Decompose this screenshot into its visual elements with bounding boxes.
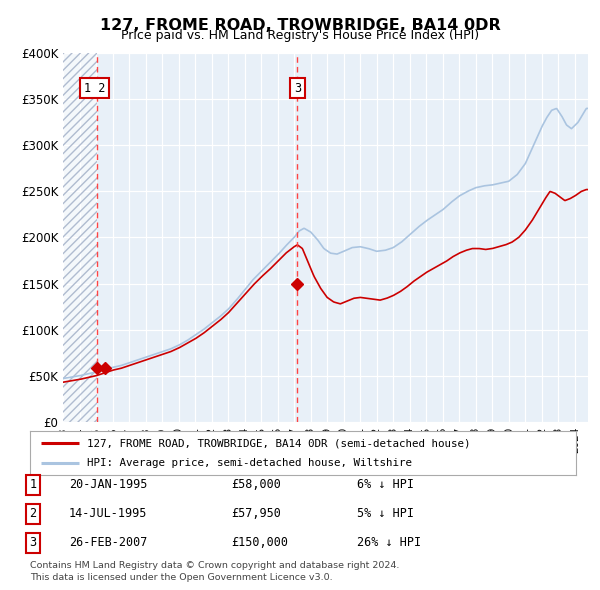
Text: 2: 2 xyxy=(29,507,37,520)
Text: 20-JAN-1995: 20-JAN-1995 xyxy=(69,478,148,491)
Text: £58,000: £58,000 xyxy=(231,478,281,491)
Bar xyxy=(63,53,97,422)
Text: 1 2: 1 2 xyxy=(84,81,105,94)
Text: £57,950: £57,950 xyxy=(231,507,281,520)
Text: 14-JUL-1995: 14-JUL-1995 xyxy=(69,507,148,520)
Text: £150,000: £150,000 xyxy=(231,536,288,549)
Bar xyxy=(63,53,97,422)
Text: 5% ↓ HPI: 5% ↓ HPI xyxy=(357,507,414,520)
Text: 3: 3 xyxy=(294,81,301,94)
Text: 3: 3 xyxy=(29,536,37,549)
Text: 26-FEB-2007: 26-FEB-2007 xyxy=(69,536,148,549)
Text: 127, FROME ROAD, TROWBRIDGE, BA14 0DR: 127, FROME ROAD, TROWBRIDGE, BA14 0DR xyxy=(100,18,500,32)
Text: Contains HM Land Registry data © Crown copyright and database right 2024.
This d: Contains HM Land Registry data © Crown c… xyxy=(30,561,400,582)
Text: 127, FROME ROAD, TROWBRIDGE, BA14 0DR (semi-detached house): 127, FROME ROAD, TROWBRIDGE, BA14 0DR (s… xyxy=(88,438,471,448)
Text: 26% ↓ HPI: 26% ↓ HPI xyxy=(357,536,421,549)
Text: 1: 1 xyxy=(29,478,37,491)
Text: 6% ↓ HPI: 6% ↓ HPI xyxy=(357,478,414,491)
Text: Price paid vs. HM Land Registry's House Price Index (HPI): Price paid vs. HM Land Registry's House … xyxy=(121,30,479,42)
Text: HPI: Average price, semi-detached house, Wiltshire: HPI: Average price, semi-detached house,… xyxy=(88,458,412,467)
